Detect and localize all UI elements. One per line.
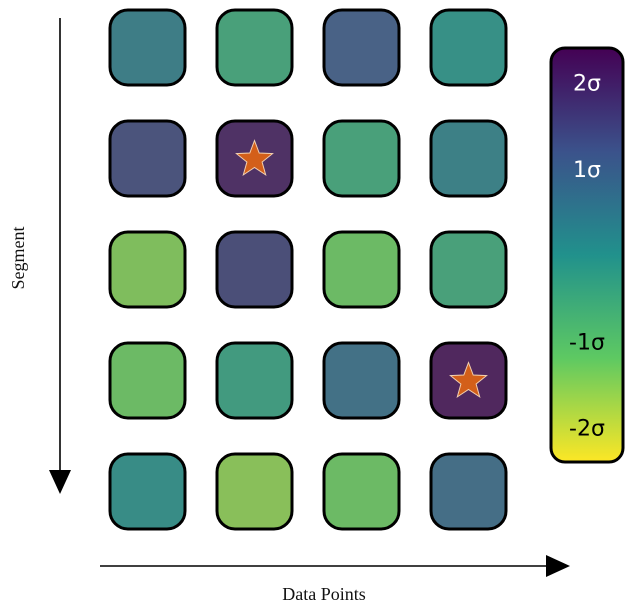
y-axis	[49, 18, 71, 494]
heatmap-cell-r1-c4	[429, 8, 508, 87]
colorbar-tick-label-2: 1σ	[573, 158, 601, 183]
heatmap-cell-r2-c1	[108, 119, 187, 198]
heatmap-cell-r1-c1	[108, 8, 187, 87]
x-axis	[100, 555, 570, 577]
heatmap-cell-r5-c3	[322, 452, 401, 531]
heatmap-cell-r5-c4	[429, 452, 508, 531]
star-marker-r4-c4	[449, 361, 488, 399]
heatmap-cell-r1-c3	[322, 8, 401, 87]
heatmap-cell-r4-c1	[108, 341, 187, 420]
colorbar-tick-label-3: -1σ	[569, 330, 605, 355]
heatmap-cell-r3-c3	[322, 230, 401, 309]
colorbar-tick-label-1: 2σ	[573, 72, 601, 97]
heatmap-cell-r3-c2	[215, 230, 294, 309]
x-axis-title: Data Points	[282, 584, 366, 604]
colorbar-ticks: 2σ 1σ -1σ -2σ	[569, 72, 605, 442]
heatmap-cell-r4-c3	[322, 341, 401, 420]
heatmap-cell-r2-c4	[429, 119, 508, 198]
colorbar-tick-label-4: -2σ	[569, 417, 605, 442]
y-axis-arrowhead	[49, 470, 71, 494]
heatmap-cell-r1-c2	[215, 8, 294, 87]
heatmap-cell-r5-c2	[215, 452, 294, 531]
heatmap-cell-r3-c1	[108, 230, 187, 309]
heatmap-cell-r4-c2	[215, 341, 294, 420]
colorbar: 2σ 1σ -1σ -2σ	[549, 46, 625, 464]
heatmap-cell-r5-c1	[108, 452, 187, 531]
heatmap-cell-r3-c4	[429, 230, 508, 309]
heatmap-cell-r2-c3	[322, 119, 401, 198]
y-axis-title: Segment	[8, 227, 28, 290]
x-axis-arrowhead	[546, 555, 570, 577]
colorbar-gradient	[549, 46, 625, 464]
heatmap-cells	[108, 8, 508, 531]
star-marker-r2-c2	[235, 139, 274, 177]
